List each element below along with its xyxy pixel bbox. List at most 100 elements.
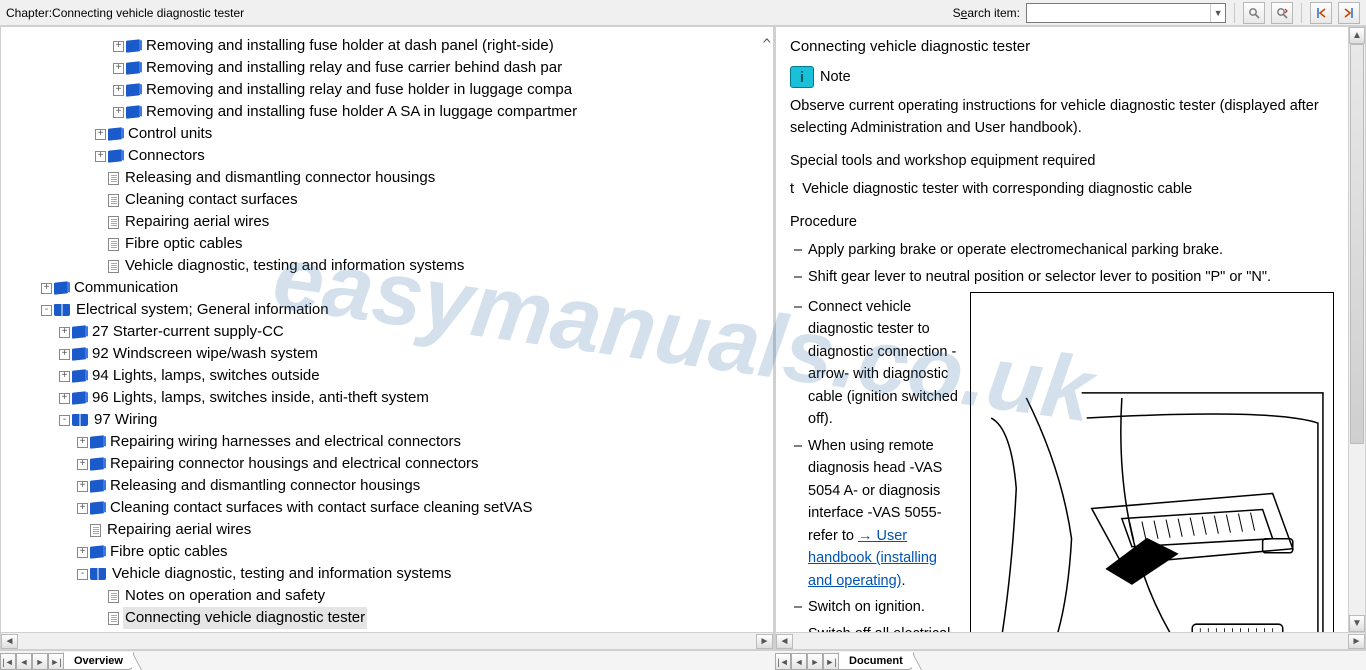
expand-icon[interactable]: + xyxy=(77,437,88,448)
tree-item[interactable]: +Communication xyxy=(5,277,773,299)
tab-overview[interactable]: Overview xyxy=(63,652,134,670)
tree-item[interactable]: +96 Lights, lamps, switches inside, anti… xyxy=(5,387,773,409)
tree-item[interactable]: Vehicle diagnostic, testing and informat… xyxy=(5,255,773,277)
book-icon xyxy=(90,545,104,558)
expand-icon[interactable]: + xyxy=(95,151,106,162)
horizontal-scrollbar[interactable]: ◄ ► xyxy=(1,632,773,649)
find-next-button[interactable] xyxy=(1271,2,1293,24)
expand-icon[interactable]: + xyxy=(41,283,52,294)
tree-item[interactable]: +Cleaning contact surfaces with contact … xyxy=(5,497,773,519)
tree-spacer-icon xyxy=(95,239,106,250)
expand-icon[interactable]: + xyxy=(113,107,124,118)
tree-item[interactable]: +92 Windscreen wipe/wash system xyxy=(5,343,773,365)
expand-icon[interactable]: + xyxy=(77,459,88,470)
tree-item-label: 92 Windscreen wipe/wash system xyxy=(90,343,320,365)
tab-first-button[interactable]: |◄ xyxy=(775,653,791,670)
tree-item-label: Connecting vehicle diagnostic tester xyxy=(123,607,367,629)
tab-first-button[interactable]: |◄ xyxy=(0,653,16,670)
tab-next-button[interactable]: ► xyxy=(807,653,823,670)
expand-icon[interactable]: + xyxy=(113,63,124,74)
tree-item[interactable]: -Vehicle diagnostic, testing and informa… xyxy=(5,563,773,585)
navigation-tree[interactable]: +Removing and installing fuse holder at … xyxy=(5,35,773,629)
tree-item-label: Connectors xyxy=(126,145,207,167)
tab-last-button[interactable]: ►| xyxy=(48,653,64,670)
tree-item[interactable]: +Repairing wiring harnesses and electric… xyxy=(5,431,773,453)
tree-item-label: Control units xyxy=(126,123,214,145)
book-icon xyxy=(108,149,122,162)
tree-item[interactable]: +Removing and installing fuse holder at … xyxy=(5,35,773,57)
scroll-left-button[interactable]: ◄ xyxy=(1,634,18,649)
tree-item[interactable]: -97 Wiring xyxy=(5,409,773,431)
tree-item[interactable]: Connecting vehicle diagnostic tester xyxy=(5,607,773,629)
expand-icon[interactable]: + xyxy=(77,547,88,558)
procedure-step: Switch on ignition. xyxy=(790,596,960,618)
tree-spacer-icon xyxy=(95,217,106,228)
toolbar: Chapter:Connecting vehicle diagnostic te… xyxy=(0,0,1366,26)
open-book-icon xyxy=(54,304,70,316)
tree-item[interactable]: + Removing and installing relay and fuse … xyxy=(5,57,773,79)
search-input[interactable] xyxy=(1027,4,1210,22)
expand-icon[interactable]: + xyxy=(113,85,124,96)
tree-item[interactable]: + Control units xyxy=(5,123,773,145)
tree-item-label: Removing and installing relay and fuse c… xyxy=(144,57,564,79)
scroll-indicator-icon: ^ xyxy=(763,37,771,53)
vertical-scrollbar[interactable]: ▲ ▼ xyxy=(1348,27,1365,632)
chapter-prefix: Chapter: xyxy=(6,6,52,20)
book-icon xyxy=(90,457,104,470)
collapse-icon[interactable]: - xyxy=(41,305,52,316)
book-icon xyxy=(72,391,86,404)
book-icon xyxy=(126,83,140,96)
find-prev-button[interactable] xyxy=(1243,2,1265,24)
book-icon xyxy=(72,325,86,338)
tree-item[interactable]: Repairing aerial wires xyxy=(5,211,773,233)
tree-spacer-icon xyxy=(95,591,106,602)
tree-item[interactable]: +Removing and installing relay and fuse … xyxy=(5,79,773,101)
scroll-down-button[interactable]: ▼ xyxy=(1349,615,1365,632)
tree-item[interactable]: +27 Starter-current supply-CC xyxy=(5,321,773,343)
tree-item[interactable]: -Electrical system; General information xyxy=(5,299,773,321)
tree-item[interactable]: + Connectors xyxy=(5,145,773,167)
expand-icon[interactable]: + xyxy=(77,481,88,492)
expand-icon[interactable]: + xyxy=(113,41,124,52)
expand-icon[interactable]: + xyxy=(59,393,70,404)
tab-next-button[interactable]: ► xyxy=(32,653,48,670)
expand-icon[interactable]: + xyxy=(95,129,106,140)
search-combobox[interactable]: ▼ xyxy=(1026,3,1226,23)
expand-icon[interactable]: + xyxy=(77,503,88,514)
page-icon xyxy=(108,590,119,603)
horizontal-scrollbar[interactable]: ◄ ► xyxy=(776,632,1365,649)
tab-prev-button[interactable]: ◄ xyxy=(16,653,32,670)
search-dropdown-button[interactable]: ▼ xyxy=(1210,4,1225,22)
tab-last-button[interactable]: ►| xyxy=(823,653,839,670)
tree-spacer-icon xyxy=(95,195,106,206)
tree-item-label: Vehicle diagnostic, testing and informat… xyxy=(123,255,466,277)
tree-item[interactable]: +Repairing connector housings and electr… xyxy=(5,453,773,475)
expand-icon[interactable]: + xyxy=(59,327,70,338)
note-heading: Note xyxy=(820,66,851,88)
expand-icon[interactable]: + xyxy=(59,349,70,360)
tree-item[interactable]: Fibre optic cables xyxy=(5,233,773,255)
scroll-right-button[interactable]: ► xyxy=(1348,634,1365,649)
scroll-left-button[interactable]: ◄ xyxy=(776,634,793,649)
scroll-right-button[interactable]: ► xyxy=(756,634,773,649)
tree-item[interactable]: Cleaning contact surfaces xyxy=(5,189,773,211)
tab-document[interactable]: Document xyxy=(838,652,914,670)
tree-spacer-icon xyxy=(77,525,88,536)
collapse-icon[interactable]: - xyxy=(59,415,70,426)
expand-icon[interactable]: + xyxy=(59,371,70,382)
tree-item-label: Fibre optic cables xyxy=(123,233,245,255)
tree-item[interactable]: +94 Lights, lamps, switches outside xyxy=(5,365,773,387)
scroll-up-button[interactable]: ▲ xyxy=(1349,27,1365,44)
chapter-title: Chapter:Connecting vehicle diagnostic te… xyxy=(6,6,244,20)
tree-item[interactable]: Repairing aerial wires xyxy=(5,519,773,541)
collapse-right-button[interactable] xyxy=(1338,2,1360,24)
tab-prev-button[interactable]: ◄ xyxy=(791,653,807,670)
tree-item[interactable]: +Releasing and dismantling connector hou… xyxy=(5,475,773,497)
collapse-icon[interactable]: - xyxy=(77,569,88,580)
tools-item: t Vehicle diagnostic tester with corresp… xyxy=(790,178,1334,200)
tree-item[interactable]: Notes on operation and safety xyxy=(5,585,773,607)
collapse-left-button[interactable] xyxy=(1310,2,1332,24)
tree-item[interactable]: Releasing and dismantling connector hous… xyxy=(5,167,773,189)
tree-item[interactable]: +Removing and installing fuse holder A S… xyxy=(5,101,773,123)
tree-item[interactable]: +Fibre optic cables xyxy=(5,541,773,563)
